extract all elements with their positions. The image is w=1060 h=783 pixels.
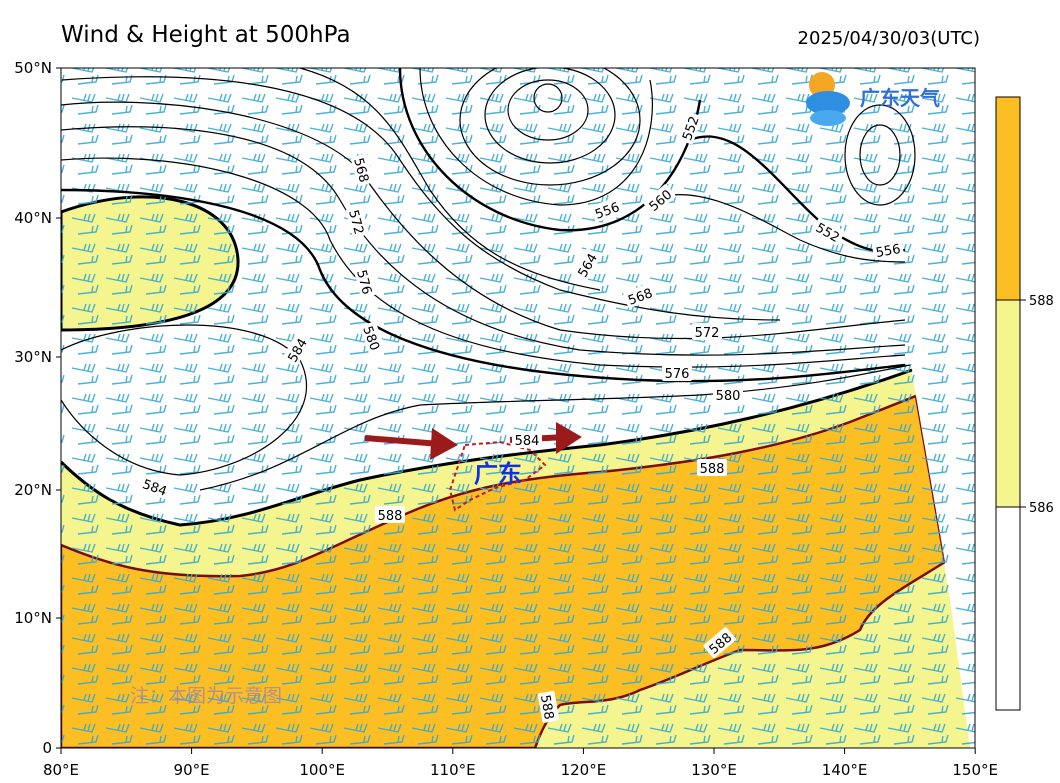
contour-label: 572 [692,323,722,341]
contour-label: 576 [662,364,692,382]
contour-label-text: 572 [345,208,366,236]
colorbar-label: 586 [1029,501,1054,516]
contour-label-bg [662,364,692,381]
contour-label-text: 588 [378,509,403,524]
lon-label: 120°E [561,761,607,779]
contour-label-bg [590,196,624,223]
contour-label-text: 580 [716,389,741,404]
contour-label-bg [871,238,904,261]
timestamp: 2025/04/30/03(UTC) [798,28,980,49]
contour-label-bg [676,111,703,145]
contour-label: 588 [537,690,560,723]
contour-label-bg [623,282,657,309]
contour-label-bg [572,248,601,282]
logo: 广东天气 [806,72,940,126]
contour-label: 572 [345,205,370,239]
lon-label: 150°E [952,761,998,779]
contour-label-bg [692,323,722,340]
contour-label: 588 [375,506,405,524]
contour-label-bg [811,217,845,246]
lat-label: 50°N [14,59,52,77]
region-label: 广东 [474,460,522,488]
contour-label-bg [350,153,375,187]
lon-label: 90°E [174,761,210,779]
contour-label-bg [703,627,736,658]
contour-label-text: 568 [350,156,371,184]
colorbar-label: 588 [1029,294,1054,309]
contour-label-bg [359,321,386,355]
contour-label-bg [713,386,743,403]
contour-label: 576 [353,265,378,299]
note: 注：本图为示意图 [130,685,282,707]
contour-label-bg [138,473,172,500]
colorbar-mid [995,299,1021,508]
contour-label: 588 [697,459,727,477]
contour-label-bg [537,690,560,723]
contour-label-bg [345,205,370,239]
contour-label: 584 [512,431,542,449]
contour-label-bg [282,333,311,367]
lat-label: 40°N [14,209,52,227]
lon-label: 130°E [691,761,737,779]
lon-label: 110°E [430,761,476,779]
logo-text: 广东天气 [860,86,940,110]
contour-label-text: 588 [700,462,725,477]
title: Wind & Height at 500hPa [61,22,351,48]
contour-label-text: 576 [353,268,374,296]
contour-label-bg [375,506,405,523]
contour-label-bg [512,431,542,448]
contour-label-text: 588 [537,694,556,721]
contour-label-bg [697,459,727,476]
contour-label-text: 556 [875,242,902,261]
contour-label: 568 [350,153,375,187]
lon-label: 80°E [43,761,79,779]
lat-label: 30°N [14,348,52,366]
contour-label: 580 [713,386,743,404]
lat-label: 10°N [14,609,52,627]
colorbar-high [995,96,1021,301]
contour-label-bg [353,265,378,299]
contour-label-text: 572 [695,326,720,341]
contour-label-bg [643,184,676,215]
contour-label-text: 584 [515,434,540,449]
map-frame [60,67,976,749]
lon-label: 140°E [822,761,868,779]
lat-label: 20°N [14,481,52,499]
lon-label: 100°E [299,761,345,779]
contour-label-text: 576 [665,367,690,382]
contour-label: 556 [871,238,904,261]
lat-label: 0 [42,739,52,757]
colorbar-low [995,506,1021,711]
